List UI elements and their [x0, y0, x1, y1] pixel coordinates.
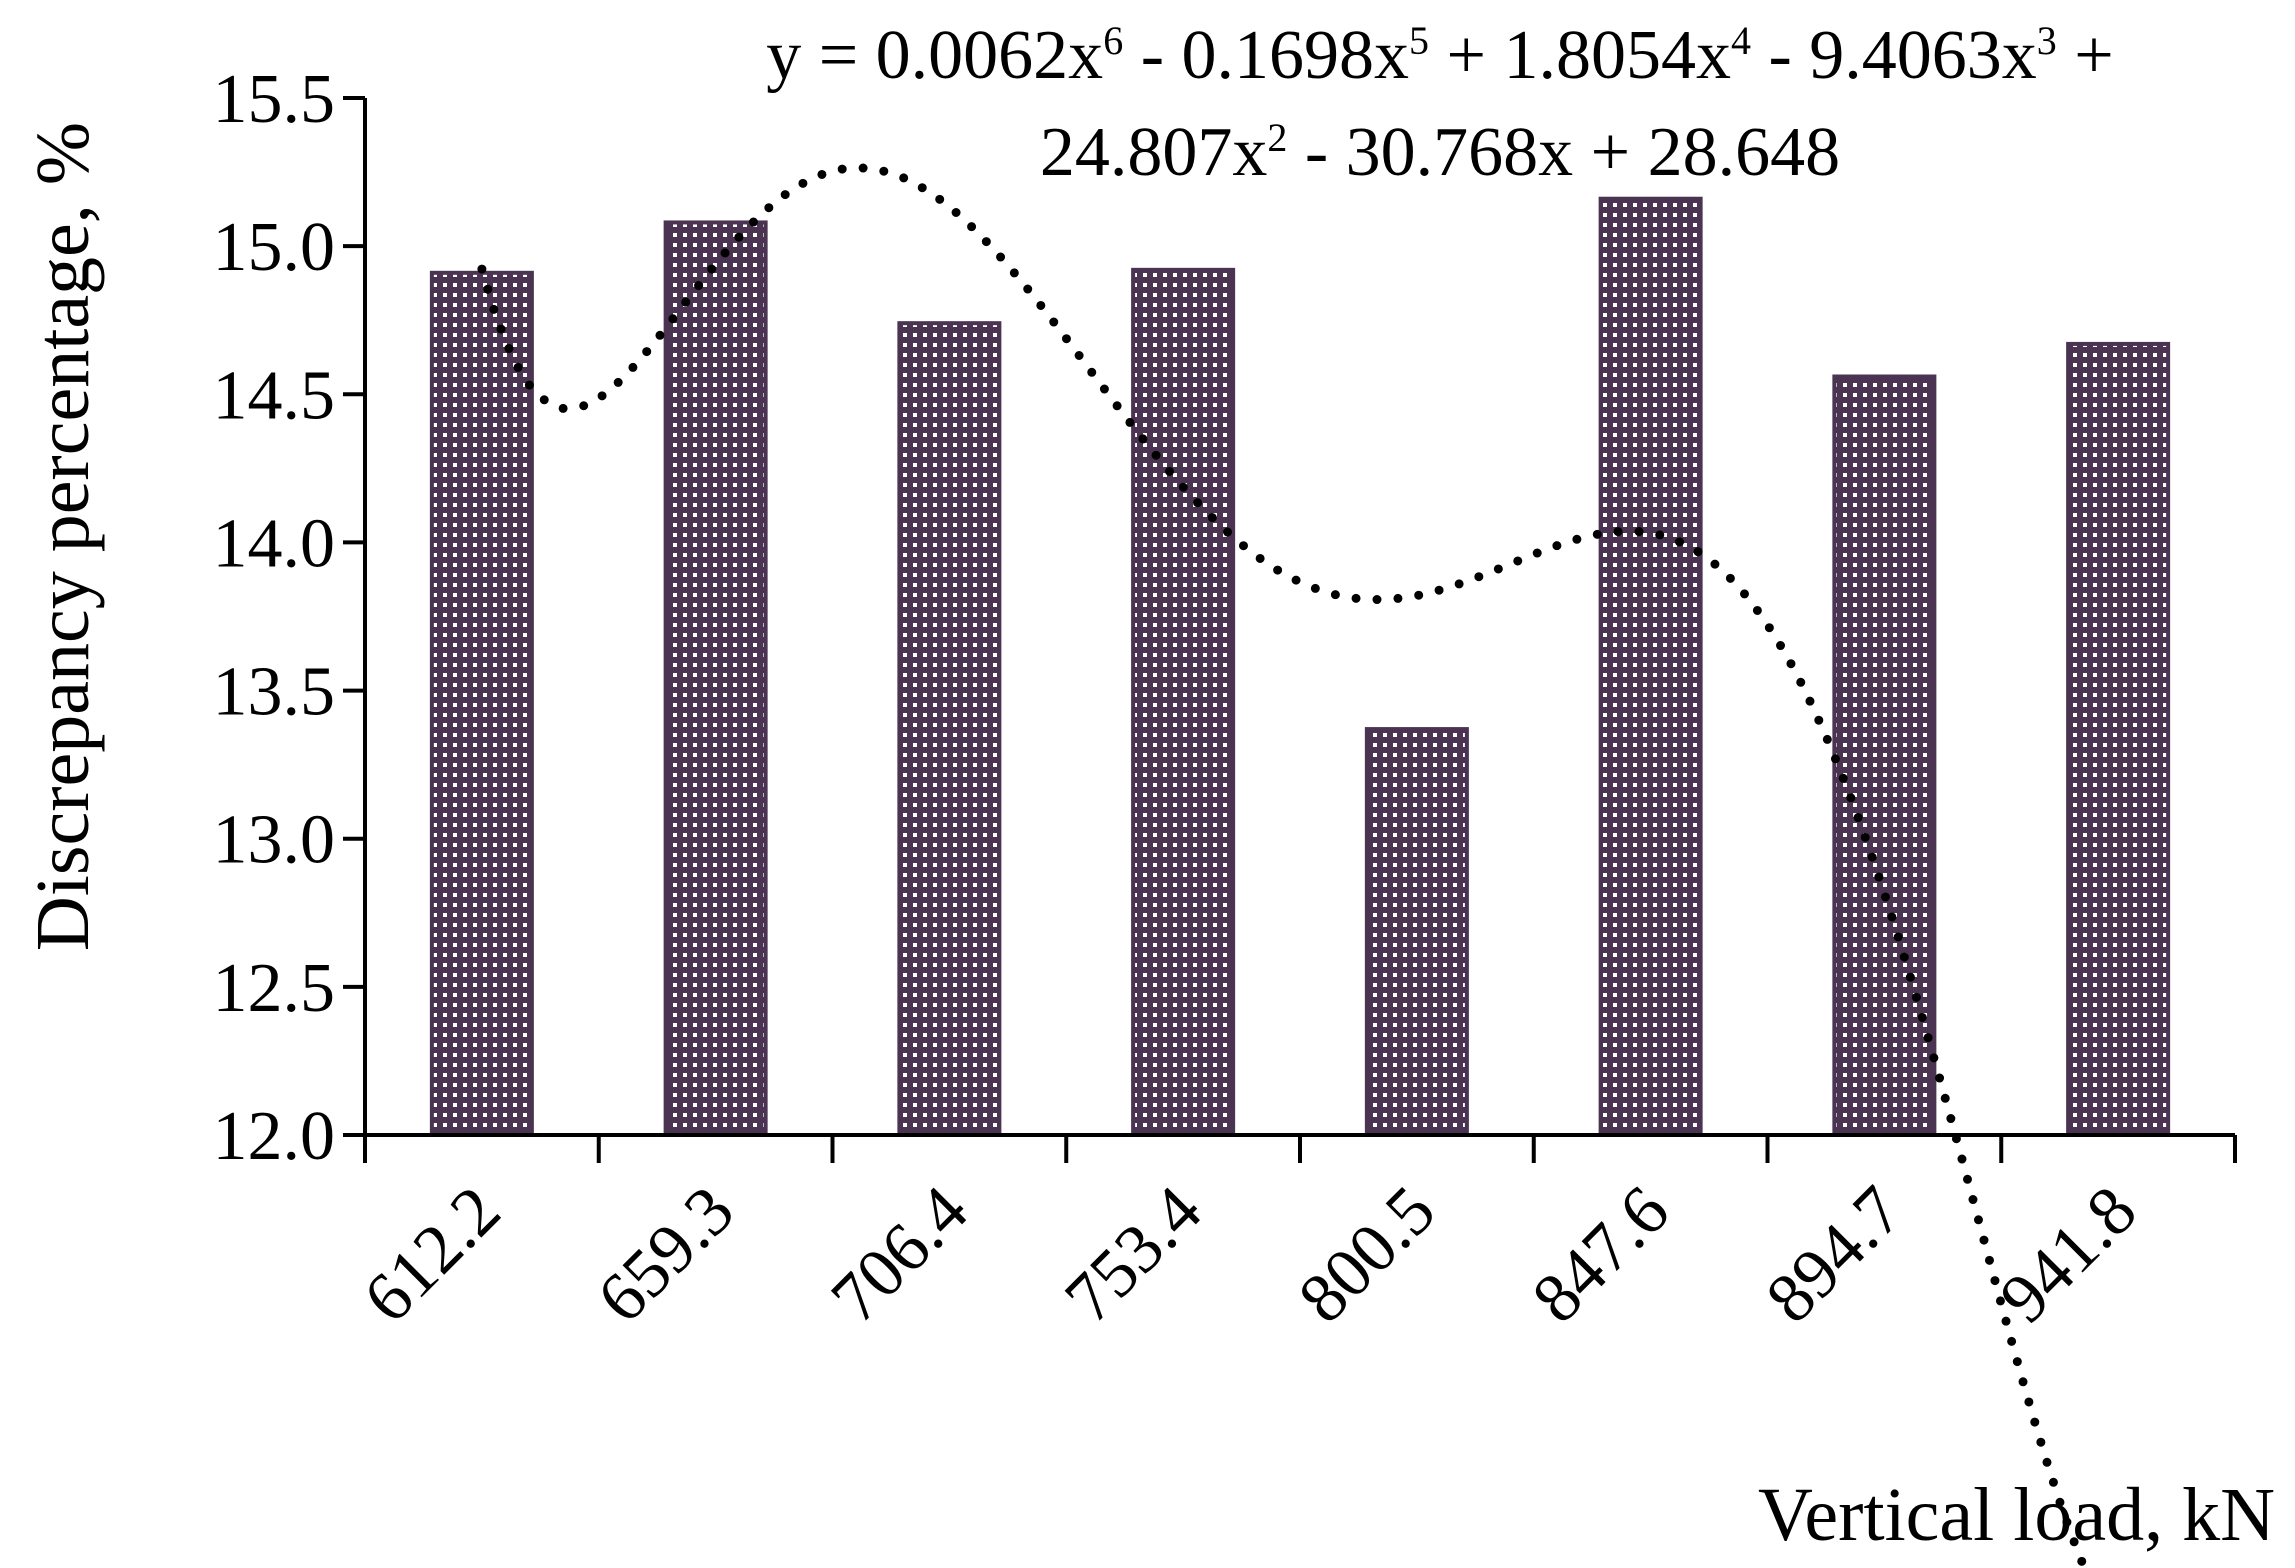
x-tick-label: 612.2: [349, 1172, 515, 1338]
bar: [429, 270, 534, 1137]
y-axis-ticks: 12.0 12.5 13.0 13.5 14.0 14.5 15.0 15.5: [213, 61, 365, 1175]
x-tick-label: 706.4: [817, 1172, 983, 1338]
y-tick-label: 13.5: [213, 654, 336, 731]
x-tick-label: 800.5: [1284, 1172, 1450, 1338]
x-tick-label: 941.8: [1986, 1172, 2152, 1338]
x-axis-title: Vertical load, kN: [1758, 1473, 2275, 1557]
y-tick-label: 12.0: [213, 1098, 336, 1175]
y-axis-title: Discrepancy percentage, %: [21, 122, 105, 951]
y-tick-label: 14.5: [213, 357, 336, 434]
trendline-equation-line-1: y = 0.0062x6 - 0.1698x5 + 1.8054x4 - 9.4…: [766, 17, 2114, 94]
bar: [1364, 727, 1469, 1137]
bar: [663, 220, 768, 1137]
trendline-layer: [477, 163, 2090, 1568]
bar: [1131, 267, 1236, 1137]
bar: [1832, 374, 1937, 1138]
bars-layer: [429, 196, 2171, 1138]
y-tick-label: 15.0: [213, 209, 336, 286]
y-tick-label: 13.0: [213, 802, 336, 879]
x-tick-label: 753.4: [1051, 1172, 1217, 1338]
x-tick-label: 847.6: [1518, 1172, 1684, 1338]
x-tick-label: 659.3: [583, 1172, 749, 1338]
bar: [1598, 196, 1703, 1138]
x-axis-ticks: 612.2 659.3 706.4 753.4 800.5 847.6 894.7 941.8: [349, 1135, 2237, 1338]
trendline: [477, 163, 2090, 1568]
x-tick-label: 894.7: [1752, 1172, 1918, 1338]
trendline-equation-line-2: 24.807x2 - 30.768x + 28.648: [1040, 114, 1840, 191]
bar: [897, 321, 1002, 1138]
y-tick-label: 12.5: [213, 950, 336, 1027]
y-tick-label: 15.5: [213, 61, 336, 138]
bar: [2066, 341, 2171, 1138]
y-tick-label: 14.0: [213, 505, 336, 582]
